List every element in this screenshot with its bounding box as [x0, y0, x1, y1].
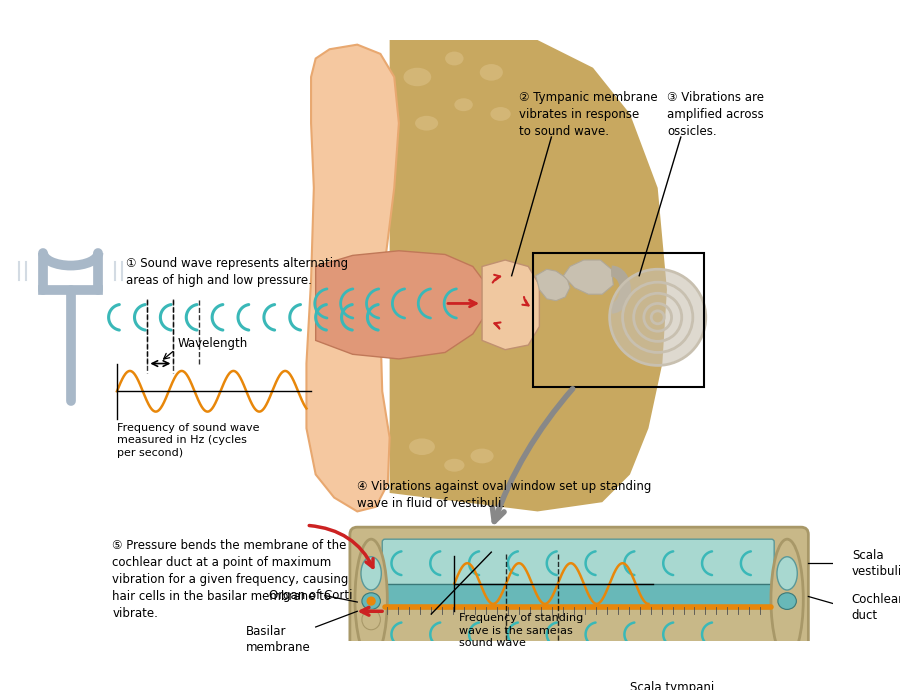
Text: ④ Vibrations against oval window set up standing
wave in fluid of vestibuli.: ④ Vibrations against oval window set up … [357, 480, 652, 510]
Ellipse shape [491, 107, 510, 121]
Ellipse shape [471, 448, 493, 464]
Text: Organ of Corti: Organ of Corti [269, 589, 353, 602]
Ellipse shape [362, 609, 381, 630]
Polygon shape [536, 269, 570, 301]
FancyBboxPatch shape [382, 539, 774, 587]
Text: Cochlear
duct: Cochlear duct [851, 593, 900, 622]
Ellipse shape [480, 64, 503, 81]
Text: ① Sound wave represents alternating
areas of high and low pressure.: ① Sound wave represents alternating area… [126, 257, 348, 287]
Text: ② Tympanic membrane
vibrates in response
to sound wave.: ② Tympanic membrane vibrates in response… [519, 91, 658, 138]
Circle shape [610, 270, 705, 364]
Polygon shape [563, 260, 613, 294]
Polygon shape [306, 45, 399, 511]
Text: Scala tympani: Scala tympani [630, 680, 715, 690]
Polygon shape [392, 42, 611, 502]
Text: Wavelength: Wavelength [178, 337, 248, 350]
Ellipse shape [366, 596, 376, 606]
FancyBboxPatch shape [350, 527, 808, 671]
FancyBboxPatch shape [383, 584, 773, 609]
Text: Frequency of standing
wave is the same as
sound wave: Frequency of standing wave is the same a… [459, 613, 583, 648]
Ellipse shape [409, 438, 435, 455]
Ellipse shape [778, 593, 796, 609]
Text: ③ Vibrations are
amplified across
ossicles.: ③ Vibrations are amplified across ossicl… [667, 91, 764, 138]
Ellipse shape [446, 52, 464, 66]
Ellipse shape [445, 459, 464, 472]
Ellipse shape [415, 116, 438, 130]
Text: ⑤ Pressure bends the membrane of the
cochlear duct at a point of maximum
vibrati: ⑤ Pressure bends the membrane of the coc… [112, 539, 348, 620]
Text: Frequency of sound wave
measured in Hz (cycles
per second): Frequency of sound wave measured in Hz (… [117, 423, 259, 457]
Text: Scala
vestibuli: Scala vestibuli [851, 549, 900, 578]
Polygon shape [316, 250, 487, 359]
Polygon shape [482, 260, 539, 350]
Ellipse shape [355, 539, 387, 660]
Ellipse shape [361, 557, 382, 590]
Text: Basilar
membrane: Basilar membrane [247, 625, 311, 654]
Bar [533, 253, 704, 386]
Polygon shape [390, 40, 667, 511]
Ellipse shape [403, 68, 431, 86]
Ellipse shape [771, 539, 804, 660]
Ellipse shape [777, 557, 797, 590]
Ellipse shape [362, 593, 381, 609]
Ellipse shape [454, 98, 472, 111]
